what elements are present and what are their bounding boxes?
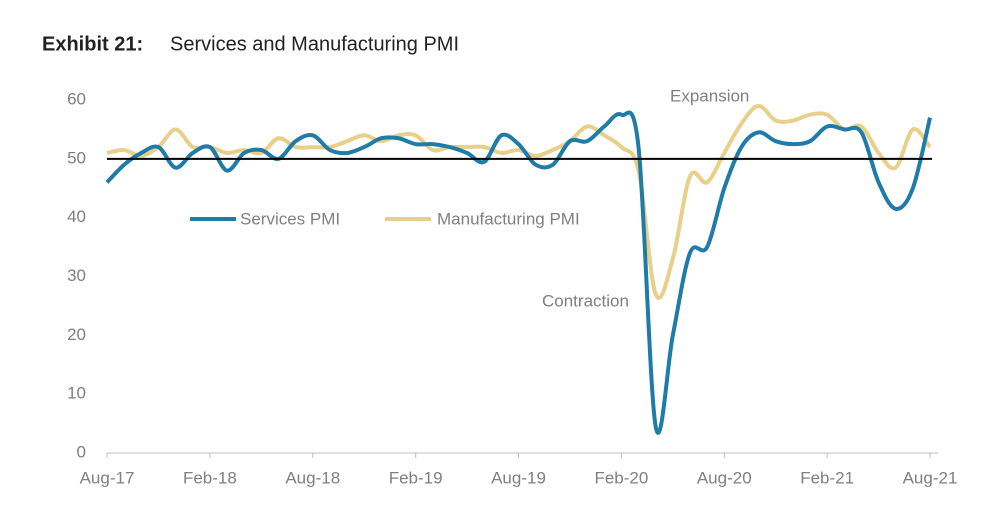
y-tick-label: 10 bbox=[67, 384, 86, 403]
x-tick-label: Aug-17 bbox=[80, 468, 135, 487]
x-tick-label: Feb-18 bbox=[183, 468, 237, 487]
legend-label: Services PMI bbox=[240, 209, 340, 228]
x-tick-label: Feb-20 bbox=[594, 468, 648, 487]
series-line bbox=[106, 103, 932, 300]
y-tick-label: 0 bbox=[77, 442, 86, 461]
x-tick-label: Aug-21 bbox=[903, 468, 958, 487]
x-tick-label: Feb-19 bbox=[389, 468, 443, 487]
y-tick-label: 50 bbox=[67, 148, 86, 167]
y-tick-label: 30 bbox=[67, 266, 86, 285]
x-tick-label: Aug-19 bbox=[491, 468, 546, 487]
x-tick-label: Aug-20 bbox=[697, 468, 752, 487]
annotation: Contraction bbox=[542, 291, 629, 310]
y-tick-label: 40 bbox=[67, 207, 86, 226]
x-tick-label: Feb-21 bbox=[800, 468, 854, 487]
y-tick-label: 60 bbox=[67, 89, 86, 108]
x-tick-label: Aug-18 bbox=[285, 468, 340, 487]
chart-title: Services and Manufacturing PMI bbox=[170, 33, 459, 55]
chart-title-label: Exhibit 21: bbox=[42, 33, 143, 55]
series-line bbox=[105, 110, 932, 435]
annotation: Expansion bbox=[670, 86, 749, 105]
y-tick-label: 20 bbox=[67, 325, 86, 344]
legend-label: Manufacturing PMI bbox=[437, 209, 580, 228]
